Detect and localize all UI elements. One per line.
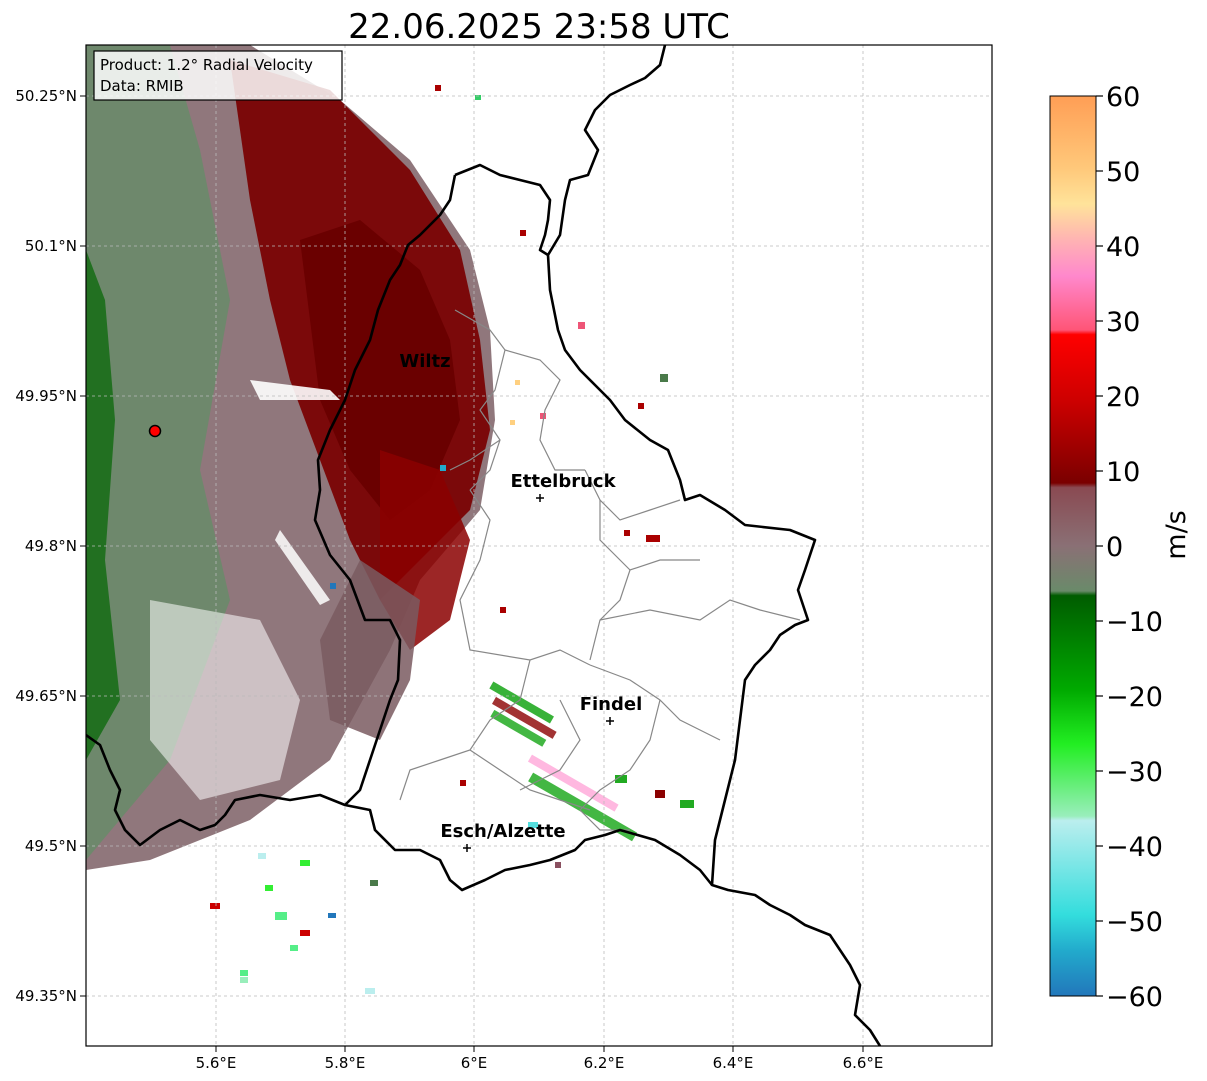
lat-tick-label: 49.95°N (15, 387, 77, 405)
svg-text:Esch/Alzette: Esch/Alzette (440, 821, 565, 842)
colorbar-tick: 10 (1106, 457, 1140, 488)
lat-tick-label: 49.35°N (15, 987, 77, 1005)
lat-tick-label: 49.5°N (25, 837, 77, 855)
colorbar-tick: 0 (1106, 532, 1123, 563)
colorbar-tick: 50 (1106, 157, 1140, 188)
canton-borders (399, 309, 801, 831)
national-borders (86, 45, 882, 1046)
city-findel: Findel (580, 694, 643, 725)
lat-tick-label: 50.1°N (25, 237, 77, 255)
colorbar-tick: 30 (1106, 307, 1140, 338)
lon-tick-label: 5.8°E (325, 1054, 366, 1072)
lon-tick-label: 6°E (461, 1054, 488, 1072)
svg-text:Wiltz: Wiltz (399, 351, 450, 372)
colorbar-tick: −60 (1106, 982, 1163, 1013)
product-info-box: Product: 1.2° Radial Velocity Data: RMIB (93, 50, 343, 101)
map-title: 22.06.2025 23:58 UTC (348, 7, 730, 47)
lon-tick-label: 5.6°E (196, 1054, 237, 1072)
lon-tick-label: 6.4°E (713, 1054, 754, 1072)
velocity-colorbar: 60 50 40 30 20 10 0 −10 −20 −30 −40 −50 … (1049, 82, 1192, 1013)
svg-text:Ettelbruck: Ettelbruck (510, 471, 616, 492)
map-area: Wiltz Ettelbruck Findel Esch/Alzette Pro… (86, 45, 992, 1046)
colorbar-tick: 60 (1106, 82, 1140, 113)
lon-tick-label: 6.2°E (584, 1054, 625, 1072)
colorbar-tick: 20 (1106, 382, 1140, 413)
city-wiltz: Wiltz (399, 351, 450, 372)
colorbar-unit-label: m/s (1161, 510, 1192, 559)
radar-site-marker (148, 424, 162, 438)
latitude-axis: 50.25°N 50.1°N 49.95°N 49.8°N 49.65°N 49… (15, 87, 86, 1005)
colorbar-tick: −40 (1106, 832, 1163, 863)
longitude-axis: 5.6°E 5.8°E 6°E 6.2°E 6.4°E 6.6°E (196, 1046, 884, 1072)
lat-tick-label: 49.8°N (25, 537, 77, 555)
lat-tick-label: 50.25°N (15, 87, 77, 105)
city-ettelbruck: Ettelbruck (510, 471, 617, 502)
colorbar-tick: −10 (1106, 607, 1163, 638)
colorbar-tick: 40 (1106, 232, 1140, 263)
city-esch-alzette: Esch/Alzette (440, 821, 566, 852)
colorbar-tick: −50 (1106, 907, 1163, 938)
lon-tick-label: 6.6°E (843, 1054, 884, 1072)
product-label: Product: 1.2° Radial Velocity (100, 56, 313, 74)
data-source-label: Data: RMIB (100, 77, 184, 95)
colorbar-tick: −30 (1106, 757, 1163, 788)
svg-text:Findel: Findel (580, 694, 643, 715)
colorbar-tick: −20 (1106, 682, 1163, 713)
lat-tick-label: 49.65°N (15, 687, 77, 705)
